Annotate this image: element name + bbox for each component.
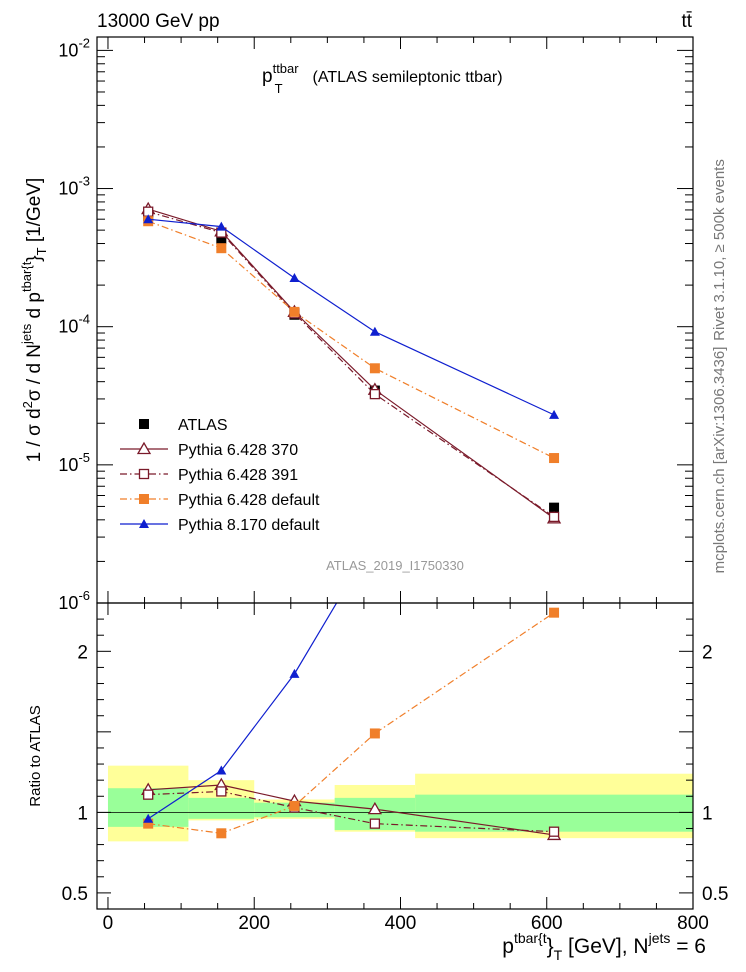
main-series-layer [141, 201, 562, 524]
ratio-1-point-4 [548, 826, 560, 837]
ratio-series-2 [143, 607, 560, 839]
ratio-1-point-0 [143, 789, 154, 800]
ratio-2-point-1 [216, 828, 227, 839]
series-4 [143, 214, 560, 419]
legend-marker-3 [139, 494, 149, 504]
ratio-2-point-2 [289, 800, 300, 811]
side-label-mcplots: mcplots.cern.ch [arXiv:1306.3436] [711, 347, 728, 574]
ratio-2-point-3 [369, 728, 380, 739]
series-2-point-3 [369, 388, 381, 400]
legend-item-3: Pythia 6.428 default [120, 492, 320, 509]
legend-marker-1 [136, 441, 152, 455]
ratio-band-inner-1 [188, 797, 255, 819]
x-tick-label: 600 [531, 913, 563, 934]
series-3-point-4 [549, 453, 560, 464]
legend-item-0: ATLAS [139, 417, 228, 434]
x-tick-label: 200 [238, 913, 270, 934]
series-4-point-0 [143, 214, 154, 224]
legend-label-3: Pythia 6.428 default [178, 492, 320, 509]
ratio-y-axis-label: Ratio to ATLAS [27, 705, 44, 806]
x-tick-label: 800 [677, 913, 709, 934]
ratio-y-tick-label-left: 2 [77, 642, 88, 663]
ratio-y-tick-label-right: 0.5 [702, 884, 728, 905]
legend-marker-0 [139, 419, 149, 429]
ratio-1-point-3 [369, 818, 381, 829]
y-tick-label: 10-4 [58, 312, 90, 337]
y-axis-label: 1 / σ d2σ / d Njets d ptbar{t}T [1/GeV] [19, 178, 49, 463]
legend: ATLAS Pythia 6.428 370 Pythia 6.428 391 Pyt… [120, 417, 320, 534]
x-axis-label: ptbar{t}T [GeV], Njets = 6 [502, 930, 706, 963]
series-4-point-2 [289, 273, 300, 283]
ratio-line-3 [147, 603, 338, 820]
legend-item-1: Pythia 6.428 370 [120, 441, 298, 459]
ratio-3-point-1 [216, 765, 227, 775]
legend-item-2: Pythia 6.428 391 [120, 467, 298, 484]
series-2-point-4 [548, 511, 560, 523]
y-tick-label: 10-5 [58, 450, 90, 475]
ratio-series-layer [141, 195, 562, 841]
ratio-3-point-0 [143, 813, 154, 823]
ratio-0-point-3 [367, 801, 383, 815]
y-tick-label: 10-3 [58, 174, 90, 199]
analysis-id: ATLAS_2019_I1750330 [326, 558, 464, 573]
legend-label-4: Pythia 8.170 default [178, 517, 320, 534]
series-3-point-2 [289, 306, 300, 317]
series-0-point-4 [549, 502, 560, 513]
series-3-point-3 [369, 363, 380, 374]
series-4-point-3 [369, 326, 380, 336]
x-tick-label: 0 [103, 913, 114, 934]
ratio-y-tick-label-left: 0.5 [62, 884, 88, 905]
x-tick-label: 400 [385, 913, 417, 934]
ratio-band-inner-4 [415, 794, 693, 832]
side-label-rivet: Rivet 3.1.10, ≥ 500k events [711, 159, 728, 341]
ratio-2-point-0 [143, 818, 154, 829]
main-axes: 10-6 10-5 10-4 10-3 10-2 [58, 35, 694, 613]
series-4-point-4 [549, 409, 560, 419]
legend-marker-2 [138, 468, 150, 480]
header-left: 13000 GeV pp [97, 11, 220, 32]
plot-title: pttbar T(ATLAS semileptonic ttbar) [262, 61, 503, 96]
legend-marker-4 [139, 519, 149, 528]
ratio-2-point-4 [549, 607, 560, 618]
ratio-1-point-1 [216, 786, 227, 797]
legend-label-1: Pythia 6.428 370 [178, 442, 298, 459]
y-tick-label: 10-6 [58, 588, 90, 613]
ratio-frame [96, 602, 694, 910]
legend-item-4: Pythia 8.170 default [120, 517, 320, 534]
series-4-point-1 [216, 221, 227, 231]
ratio-y-tick-label-right: 1 [702, 803, 713, 824]
ratio-y-tick-label-right: 2 [702, 642, 713, 663]
series-3-point-1 [216, 243, 227, 254]
ratio-bands [97, 765, 693, 842]
ratio-y-tick-label-left: 1 [77, 803, 88, 824]
ratio-3-point-2 [289, 668, 300, 678]
series-line-4 [148, 218, 555, 416]
y-tick-label: 10-2 [58, 35, 90, 60]
legend-label-0: ATLAS [178, 417, 228, 434]
ratio-axes: 0 200 400 600 800 0.5 0.5 1 1 2 2 [62, 602, 728, 934]
series-0-point-1 [216, 234, 227, 245]
ratio-3-point-4 [549, 195, 559, 204]
header-right: tt̄ [681, 11, 692, 32]
ratio-3-point-3 [370, 534, 380, 543]
ratio-series-3 [143, 195, 559, 823]
legend-label-2: Pythia 6.428 391 [178, 467, 298, 484]
